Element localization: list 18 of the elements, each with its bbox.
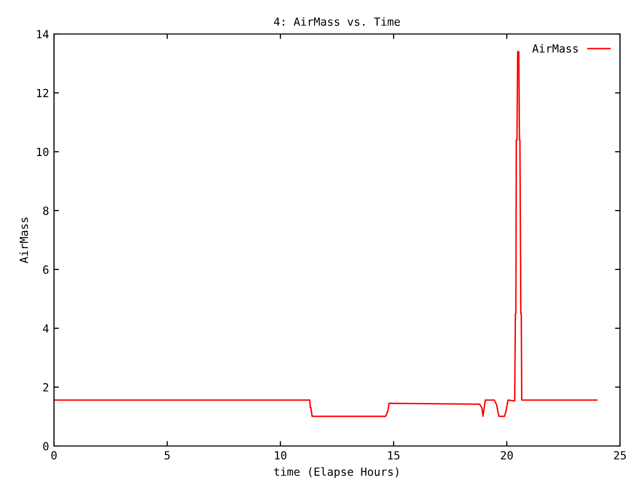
x-tick-label: 20 (500, 451, 513, 460)
x-tick-label: 0 (51, 451, 57, 460)
y-tick-label: 4 (43, 324, 49, 333)
y-tick-label: 0 (43, 442, 48, 450)
x-tick-label: 15 (388, 451, 400, 460)
x-tick-label: 10 (275, 451, 286, 460)
x-tick-label: 5 (164, 451, 170, 460)
legend-label: AirMass (532, 44, 578, 53)
x-axis-title: time (Elapse Hours) (274, 467, 398, 478)
y-tick-label: 12 (37, 88, 48, 98)
chart-title: 4: AirMass vs. Time (274, 17, 400, 26)
y-axis-title: AirMass (19, 218, 28, 264)
y-tick-label: 8 (43, 206, 48, 215)
x-tick-label: 25 (614, 451, 626, 460)
y-tick-label: 2 (43, 383, 48, 392)
y-tick-label: 10 (37, 148, 48, 156)
y-tick-label: 14 (37, 30, 49, 38)
y-tick-label: 6 (43, 265, 48, 274)
